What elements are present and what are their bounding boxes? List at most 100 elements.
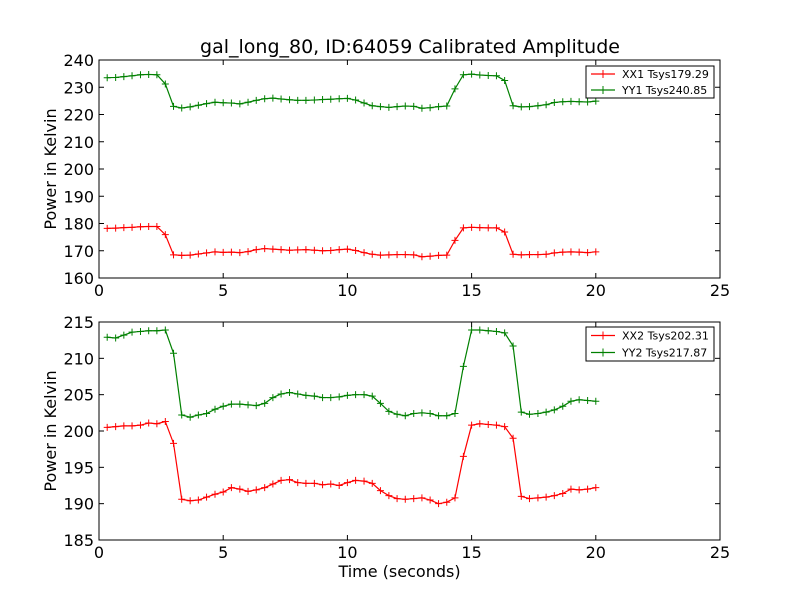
bottom-series-0 bbox=[103, 418, 600, 508]
x-tick-label: 0 bbox=[94, 543, 104, 562]
data-point bbox=[277, 246, 285, 254]
data-point bbox=[294, 96, 302, 104]
data-point bbox=[559, 98, 567, 106]
data-point bbox=[584, 249, 592, 257]
data-point bbox=[352, 391, 360, 399]
data-point bbox=[484, 224, 492, 232]
data-point bbox=[468, 70, 476, 78]
data-point bbox=[319, 247, 327, 255]
top-y-axis-label: Power in Kelvin bbox=[41, 108, 60, 229]
data-point bbox=[112, 334, 120, 342]
data-point bbox=[542, 101, 550, 109]
data-point bbox=[203, 410, 211, 418]
data-point bbox=[170, 102, 178, 110]
x-tick-label: 10 bbox=[337, 281, 357, 300]
data-point bbox=[476, 224, 484, 232]
data-point bbox=[401, 412, 409, 420]
data-point bbox=[145, 327, 153, 335]
data-point bbox=[501, 76, 509, 84]
data-point bbox=[186, 497, 194, 505]
bottom-series-1 bbox=[103, 326, 600, 421]
data-point bbox=[128, 72, 136, 80]
data-point bbox=[194, 101, 202, 109]
data-point bbox=[269, 94, 277, 102]
data-point bbox=[294, 246, 302, 254]
data-point bbox=[401, 495, 409, 503]
y-tick-label: 240 bbox=[63, 51, 94, 70]
data-point bbox=[459, 224, 467, 232]
data-point bbox=[327, 95, 335, 103]
legend-label: YY2 Tsys217.87 bbox=[621, 347, 707, 360]
data-point bbox=[426, 496, 434, 504]
data-point bbox=[393, 251, 401, 259]
data-point bbox=[252, 246, 260, 254]
data-point bbox=[517, 408, 525, 416]
y-tick-label: 215 bbox=[63, 313, 94, 332]
data-point bbox=[236, 485, 244, 493]
data-point bbox=[360, 249, 368, 257]
data-point bbox=[194, 496, 202, 504]
data-point bbox=[435, 103, 443, 111]
data-point bbox=[286, 246, 294, 254]
data-point bbox=[517, 492, 525, 500]
data-point bbox=[525, 410, 533, 418]
data-point bbox=[426, 104, 434, 112]
data-point bbox=[211, 248, 219, 256]
data-point bbox=[592, 397, 600, 405]
data-point bbox=[103, 224, 111, 232]
data-point bbox=[376, 399, 384, 407]
data-point bbox=[294, 390, 302, 398]
data-point bbox=[360, 477, 368, 485]
data-point bbox=[517, 251, 525, 259]
top-panel: 0 5 10 15 20 25 160 170 180 190 200 210 220 230 240 Pow… bbox=[41, 51, 730, 300]
data-point bbox=[492, 224, 500, 232]
x-tick-label: 5 bbox=[218, 281, 228, 300]
data-point bbox=[335, 393, 343, 401]
data-point bbox=[509, 250, 517, 258]
data-point bbox=[385, 103, 393, 111]
y-tick-label: 170 bbox=[63, 242, 94, 261]
data-point bbox=[559, 489, 567, 497]
top-legend: XX1 Tsys179.29 YY1 Tsys240.85 bbox=[585, 65, 715, 99]
data-point bbox=[310, 392, 318, 400]
data-point bbox=[385, 251, 393, 259]
y-tick-label: 160 bbox=[63, 269, 94, 288]
bottom-x-axis-label: Time (seconds) bbox=[337, 562, 460, 581]
data-point bbox=[261, 399, 269, 407]
data-point bbox=[492, 327, 500, 335]
data-point bbox=[302, 479, 310, 487]
data-point bbox=[501, 423, 509, 431]
data-point bbox=[103, 333, 111, 341]
data-point bbox=[269, 245, 277, 253]
data-point bbox=[277, 476, 285, 484]
data-point bbox=[327, 394, 335, 402]
data-point bbox=[550, 406, 558, 414]
legend-box bbox=[585, 326, 715, 362]
data-point bbox=[269, 480, 277, 488]
data-point bbox=[112, 423, 120, 431]
y-tick-label: 210 bbox=[63, 133, 94, 152]
x-tick-label: 0 bbox=[94, 281, 104, 300]
data-point bbox=[550, 249, 558, 257]
data-point bbox=[484, 72, 492, 80]
data-point bbox=[178, 251, 186, 259]
data-point bbox=[451, 85, 459, 93]
y-tick-label: 195 bbox=[63, 458, 94, 477]
data-point bbox=[542, 493, 550, 501]
data-point bbox=[244, 98, 252, 106]
data-point bbox=[376, 251, 384, 259]
data-point bbox=[145, 419, 153, 427]
data-point bbox=[120, 73, 128, 81]
data-point bbox=[227, 484, 235, 492]
data-point bbox=[227, 400, 235, 408]
x-tick-label: 20 bbox=[586, 281, 606, 300]
data-point bbox=[153, 420, 161, 428]
data-point bbox=[194, 411, 202, 419]
data-point bbox=[575, 248, 583, 256]
y-tick-label: 205 bbox=[63, 386, 94, 405]
data-point bbox=[161, 326, 169, 334]
data-point bbox=[559, 248, 567, 256]
data-point bbox=[194, 250, 202, 258]
legend-box bbox=[585, 65, 715, 99]
data-point bbox=[468, 223, 476, 231]
